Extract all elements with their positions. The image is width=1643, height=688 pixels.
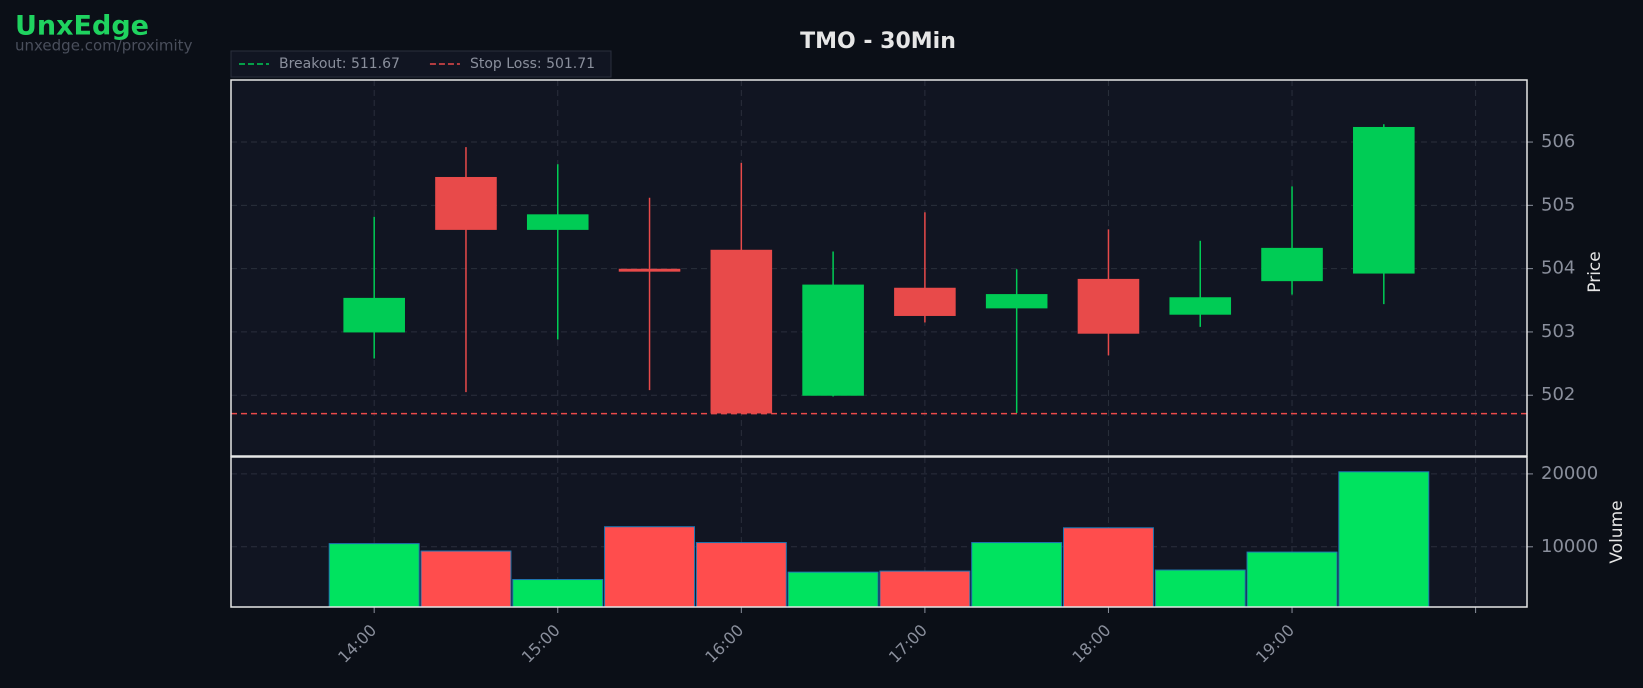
volume-bar	[1338, 471, 1430, 608]
legend-label: Stop Loss: 501.71	[470, 56, 595, 72]
chart-title: TMO - 30Min	[800, 29, 956, 54]
candle-body	[1077, 278, 1140, 334]
volume-bar	[420, 550, 512, 608]
y-tick-label: 505	[1541, 194, 1575, 215]
candle-body	[618, 268, 681, 272]
y-tick-label: 20000	[1541, 463, 1598, 484]
volume-bar	[879, 570, 971, 608]
candle-body	[435, 176, 497, 230]
volume-bar	[1062, 527, 1154, 608]
volume-bar	[971, 542, 1063, 608]
candle-body	[710, 249, 773, 414]
y-tick-label: 506	[1541, 131, 1575, 152]
volume-frame	[230, 456, 1528, 608]
candle-body	[985, 294, 1048, 309]
candle-body	[894, 287, 956, 316]
candle-body	[1353, 126, 1415, 274]
volume-bar	[695, 542, 787, 608]
volume-bar	[1154, 569, 1246, 608]
candle-body	[802, 284, 864, 396]
candle-body	[526, 214, 589, 230]
y-axis-label: Price	[1585, 251, 1605, 292]
price-panel	[231, 80, 1527, 456]
volume-bar	[512, 579, 604, 608]
candle-body	[1261, 247, 1323, 282]
brand-url: unxedge.com/proximity	[15, 37, 193, 55]
y-axis-label: Volume	[1607, 500, 1627, 563]
y-tick-label: 503	[1541, 321, 1575, 342]
y-tick-label: 504	[1541, 258, 1575, 279]
volume-bar	[1246, 551, 1338, 608]
volume-bar	[787, 571, 879, 608]
brand: UnxEdge	[15, 11, 149, 42]
volume-bar	[328, 543, 420, 608]
candle-body	[1169, 297, 1232, 315]
legend-label: Breakout: 511.67	[279, 56, 400, 72]
candle-body	[343, 297, 405, 333]
volume-bar	[604, 526, 696, 608]
legend	[230, 50, 612, 78]
y-tick-label: 502	[1541, 384, 1575, 405]
y-tick-label: 10000	[1541, 536, 1598, 557]
price-frame	[230, 79, 1528, 457]
